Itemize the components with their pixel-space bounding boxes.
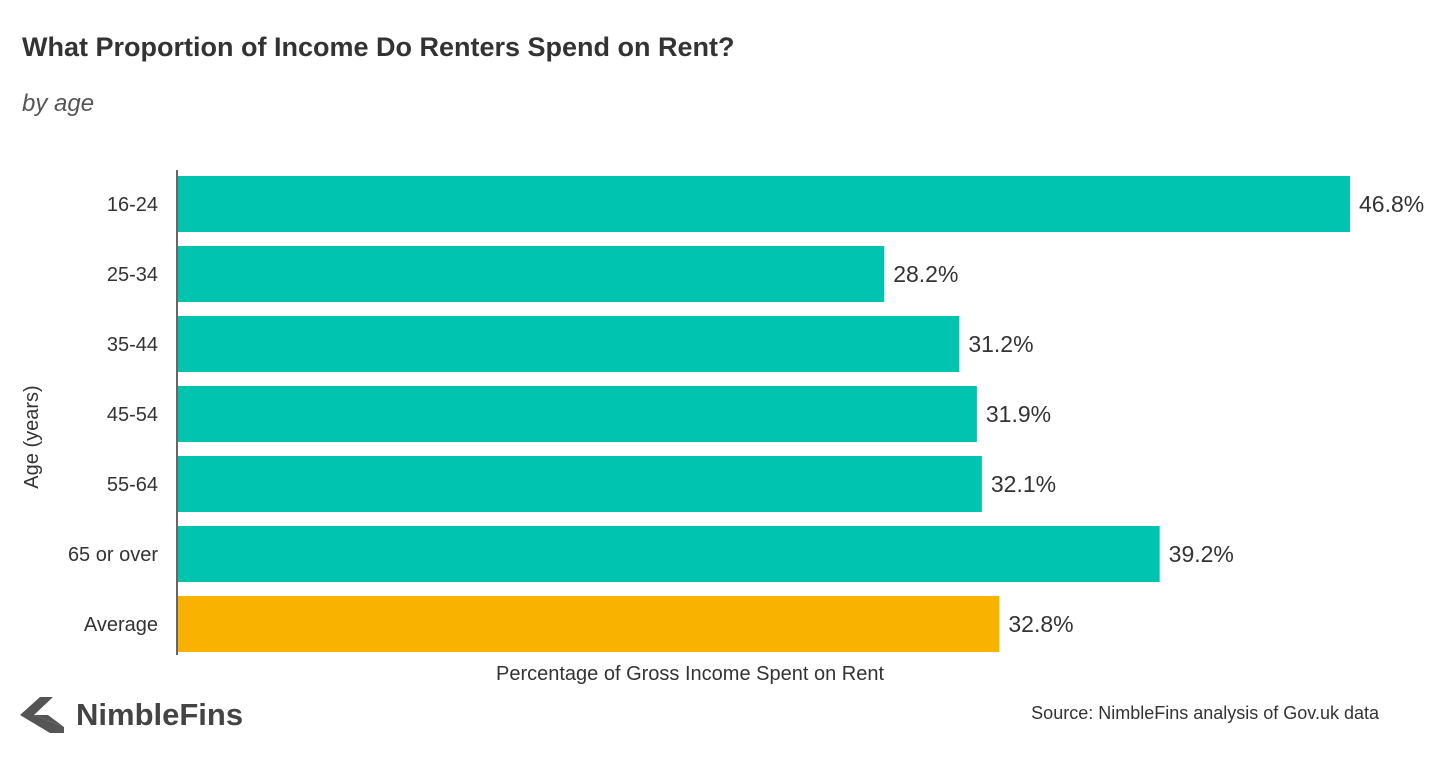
data-label: 31.9% <box>986 401 1051 427</box>
category-label: Average <box>84 614 158 636</box>
category-label: 35-44 <box>107 334 158 356</box>
bar-average <box>178 596 1000 652</box>
data-label: 32.8% <box>1008 611 1073 637</box>
category-label: 55-64 <box>107 474 158 496</box>
nimblefins-logo-icon <box>20 697 64 733</box>
data-label: 31.2% <box>968 331 1033 357</box>
bar-35-44 <box>178 316 960 372</box>
category-label: 45-54 <box>107 404 158 426</box>
source-note: Source: NimbleFins analysis of Gov.uk da… <box>1031 703 1379 723</box>
bar-25-34 <box>178 246 885 302</box>
bar-45-54 <box>178 386 977 442</box>
chart-subtitle: by age <box>22 90 95 117</box>
bars-group: 16-24 46.8% 25-34 28.2% 35-44 31.2% 45-54 31.9%… <box>68 176 1424 652</box>
category-label: 16-24 <box>107 194 158 216</box>
bar-65-or-over <box>178 526 1160 582</box>
bar-16-24 <box>178 176 1350 232</box>
data-label: 46.8% <box>1359 191 1424 217</box>
data-label: 28.2% <box>893 261 958 287</box>
chart-title: What Proportion of Income Do Renters Spe… <box>22 32 735 62</box>
category-label: 25-34 <box>107 264 158 286</box>
data-label: 32.1% <box>991 471 1056 497</box>
y-axis-title: Age (years) <box>21 385 43 488</box>
logo-text: NimbleFins <box>76 697 244 732</box>
x-axis-title: Percentage of Gross Income Spent on Rent <box>496 663 884 685</box>
data-label: 39.2% <box>1169 541 1234 567</box>
nimblefins-logo: NimbleFins <box>20 690 243 740</box>
category-label: 65 or over <box>68 544 158 566</box>
bar-chart: 16-24 46.8% 25-34 28.2% 35-44 31.2% 45-54 31.9%… <box>21 170 1424 685</box>
bar-55-64 <box>178 456 982 512</box>
